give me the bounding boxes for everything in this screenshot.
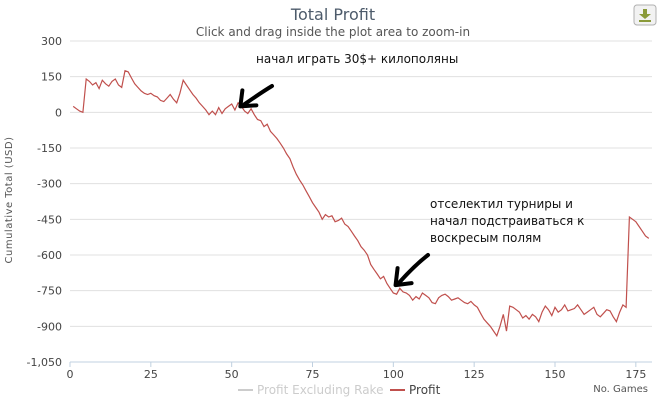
y-tick-label: 0 bbox=[55, 106, 62, 119]
legend-label: Profit Excluding Rake bbox=[257, 383, 383, 397]
y-tick-label: -450 bbox=[37, 213, 62, 226]
x-tick-label: 75 bbox=[306, 368, 320, 381]
annotation-arrow bbox=[242, 84, 274, 107]
legend-label: Profit bbox=[409, 383, 441, 397]
x-tick-label: 125 bbox=[464, 368, 485, 381]
y-tick-label: -750 bbox=[37, 285, 62, 298]
series-line-profit[interactable] bbox=[72, 69, 650, 338]
axes: 300 150 0 -150 -300 -450 -600 -750 -900 -1,050 0 25… bbox=[27, 35, 652, 381]
legend: Profit Excluding Rake Profit bbox=[238, 383, 441, 397]
x-tick-label: 25 bbox=[144, 368, 158, 381]
annotation-text: отселектил турниры и bbox=[430, 197, 573, 211]
annotation-text: начал подстраиваться к bbox=[430, 214, 584, 228]
x-tick-label: 100 bbox=[383, 368, 404, 381]
x-tick-label: 175 bbox=[625, 368, 646, 381]
chart-subtitle: Click and drag inside the plot area to z… bbox=[196, 25, 470, 39]
download-icon bbox=[639, 9, 651, 22]
annotation-arrowhead bbox=[393, 266, 414, 288]
y-tick-label: -600 bbox=[37, 249, 62, 262]
x-axis-label: No. Games bbox=[593, 384, 648, 395]
x-tick-label: 0 bbox=[67, 368, 74, 381]
y-tick-label: -300 bbox=[37, 178, 62, 191]
series-lines bbox=[72, 69, 650, 338]
legend-item[interactable]: Profit Excluding Rake bbox=[238, 383, 383, 397]
download-button[interactable] bbox=[633, 4, 657, 26]
x-tick-label: 150 bbox=[545, 368, 566, 381]
chart-title: Total Profit bbox=[290, 5, 375, 24]
y-tick-label: -1,050 bbox=[27, 356, 62, 369]
y-tick-label: -900 bbox=[37, 320, 62, 333]
y-tick-label: -150 bbox=[37, 142, 62, 155]
annotation-text: начал играть 30$+ килополяны bbox=[256, 52, 458, 66]
annotations: начал играть 30$+ килополяны отселектил т… bbox=[238, 52, 584, 288]
annotation-text: воскресым полям bbox=[430, 231, 541, 245]
y-axis-label: Cumulative Total (USD) bbox=[4, 137, 15, 264]
grid bbox=[70, 40, 652, 327]
annotation-arrowhead bbox=[238, 88, 259, 109]
x-tick-label: 50 bbox=[225, 368, 239, 381]
y-tick-label: 150 bbox=[41, 71, 62, 84]
legend-item[interactable]: Profit bbox=[390, 383, 441, 397]
y-tick-label: 300 bbox=[41, 35, 62, 48]
annotation-arrow bbox=[397, 253, 430, 285]
